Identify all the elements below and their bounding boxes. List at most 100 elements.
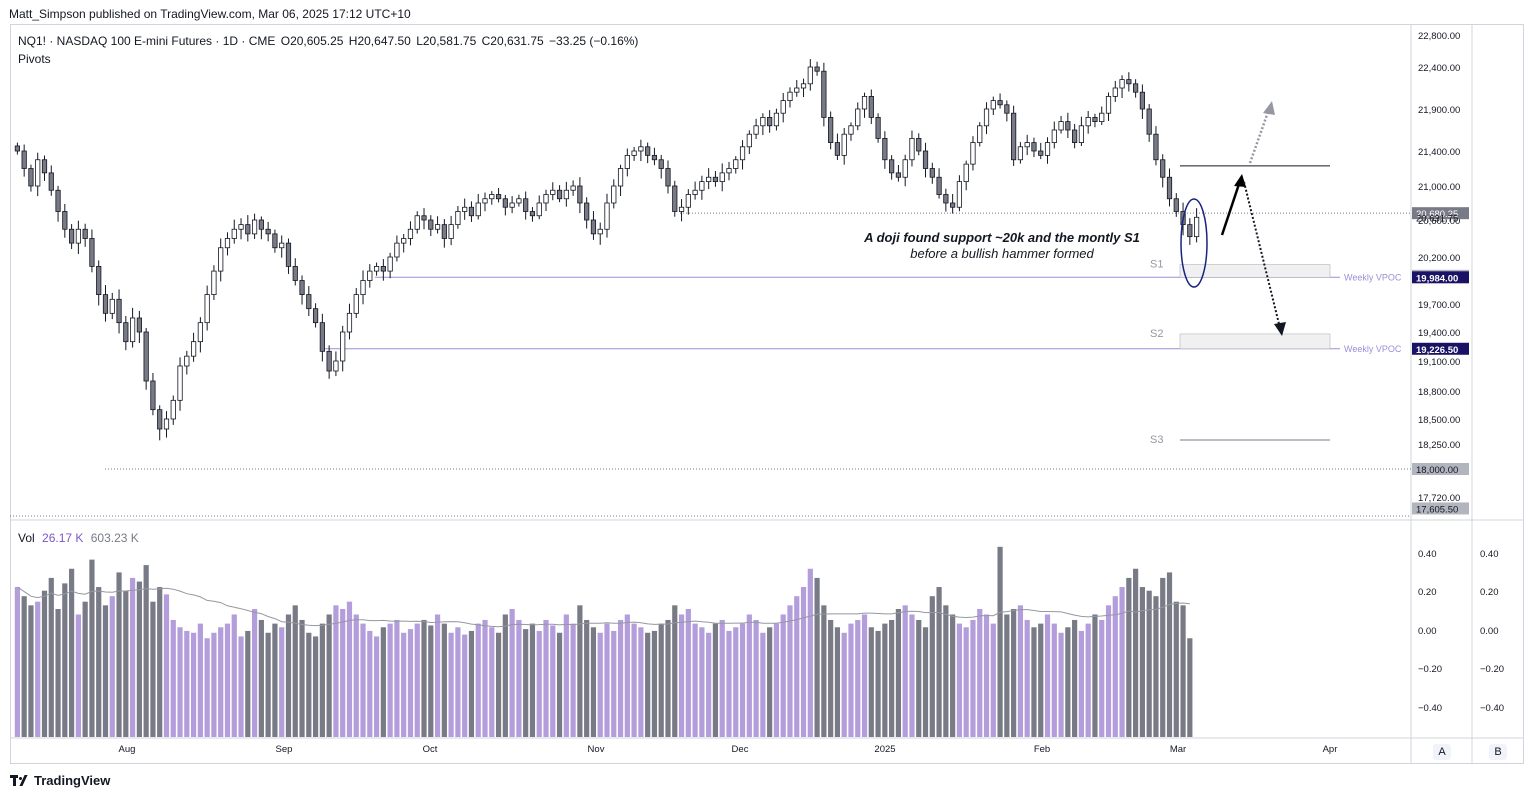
time-tick-label: Mar xyxy=(1170,744,1186,755)
volume-bar xyxy=(1085,623,1091,737)
candle xyxy=(1187,218,1193,245)
candle xyxy=(604,193,610,238)
volume-bar xyxy=(990,623,996,737)
candle-body-up xyxy=(394,242,400,258)
volume-ma-line xyxy=(17,586,1190,628)
volume-bar xyxy=(475,623,481,737)
candle xyxy=(455,205,461,229)
volume-bar xyxy=(299,619,305,737)
candle-body-down xyxy=(265,228,271,235)
candle xyxy=(678,199,685,222)
candle-body-down xyxy=(102,294,109,314)
volume-bar xyxy=(712,623,719,737)
price-tick-label: 18,500.00 xyxy=(1418,415,1460,426)
pivot-label-s2: S2 xyxy=(1150,328,1163,340)
candle-body-down xyxy=(1153,133,1159,161)
candle-body-up xyxy=(733,159,739,169)
candle-body-up xyxy=(353,294,359,314)
candle-body-down xyxy=(428,219,434,230)
candle-body-down xyxy=(62,211,68,230)
s2-zone xyxy=(1179,333,1331,350)
price-tag-bg xyxy=(1412,207,1469,220)
candle-body-up xyxy=(611,185,617,204)
candle-body-up xyxy=(1051,129,1057,143)
candle xyxy=(1044,137,1051,164)
price-tag-label: 20,680.25 xyxy=(1416,209,1458,220)
volume-bar xyxy=(421,619,427,737)
volume-bar xyxy=(468,630,475,737)
candle xyxy=(170,395,176,425)
volume-bar xyxy=(1119,587,1125,737)
candle xyxy=(14,142,20,155)
volume-bar xyxy=(21,596,27,737)
volume-bar xyxy=(929,596,935,737)
volume-bar xyxy=(495,632,502,737)
candle xyxy=(1017,142,1024,164)
volume-bar xyxy=(292,605,298,737)
candle xyxy=(631,147,637,161)
candle-body-up xyxy=(448,224,454,239)
volume-bar xyxy=(231,614,237,737)
candle xyxy=(1024,134,1030,156)
candle-body-up xyxy=(177,365,183,401)
chart-frame xyxy=(10,24,1524,764)
volume-bar xyxy=(604,623,610,737)
candle xyxy=(841,127,847,165)
indicator-label[interactable]: Pivots xyxy=(18,52,51,66)
candle xyxy=(556,185,563,203)
volume-bar xyxy=(665,619,671,737)
candle-body-up xyxy=(360,280,366,296)
candle-body-down xyxy=(312,308,319,324)
candle-body-up xyxy=(550,189,556,195)
candle-body-up xyxy=(563,189,569,200)
volume-bar xyxy=(333,605,339,737)
volume-tick-label-a: 0.40 xyxy=(1418,549,1437,560)
candle xyxy=(536,195,542,220)
volume-bar xyxy=(624,614,630,737)
candle xyxy=(672,180,678,217)
candle xyxy=(875,113,881,143)
candle xyxy=(434,216,441,234)
candle xyxy=(1119,75,1125,98)
candle xyxy=(597,222,603,245)
candle-body-up xyxy=(197,322,203,343)
candle xyxy=(116,289,122,334)
candle xyxy=(1078,116,1084,147)
volume-bar xyxy=(570,623,576,737)
candle-body-up xyxy=(861,96,868,110)
pane-b-button[interactable]: B xyxy=(1489,744,1507,760)
volume-bar xyxy=(739,623,746,737)
candle xyxy=(319,313,325,362)
volume-bar xyxy=(977,608,983,737)
candle xyxy=(509,196,515,214)
candle-body-up xyxy=(346,312,353,333)
candle-body-down xyxy=(96,265,102,295)
candle xyxy=(780,92,786,123)
pane-a-button[interactable]: A xyxy=(1433,744,1451,760)
volume-bar xyxy=(658,623,664,737)
candle-body-down xyxy=(1139,91,1145,110)
volume-bar xyxy=(841,632,847,737)
candle xyxy=(482,192,488,212)
volume-bar xyxy=(780,614,786,737)
candle-body-down xyxy=(69,228,75,244)
pivot-label-s1: S1 xyxy=(1150,259,1163,271)
candle-body-down xyxy=(889,159,895,174)
volume-bar xyxy=(62,583,68,737)
candle xyxy=(638,139,644,162)
price-tag-label: 20,631.75 xyxy=(1416,213,1458,224)
volume-bar xyxy=(1160,577,1166,737)
footer-brand: TradingView xyxy=(10,773,110,788)
candle xyxy=(28,164,34,192)
price-tag-bg xyxy=(1412,463,1469,475)
candle xyxy=(468,201,475,222)
candle-body-up xyxy=(204,294,210,324)
candle-body-up xyxy=(190,341,197,357)
candle xyxy=(495,187,502,203)
candle-body-up xyxy=(333,360,339,372)
candle-body-up xyxy=(787,91,793,101)
candle-body-down xyxy=(1146,108,1152,135)
volume-bar xyxy=(1126,577,1132,737)
candle xyxy=(719,163,725,192)
